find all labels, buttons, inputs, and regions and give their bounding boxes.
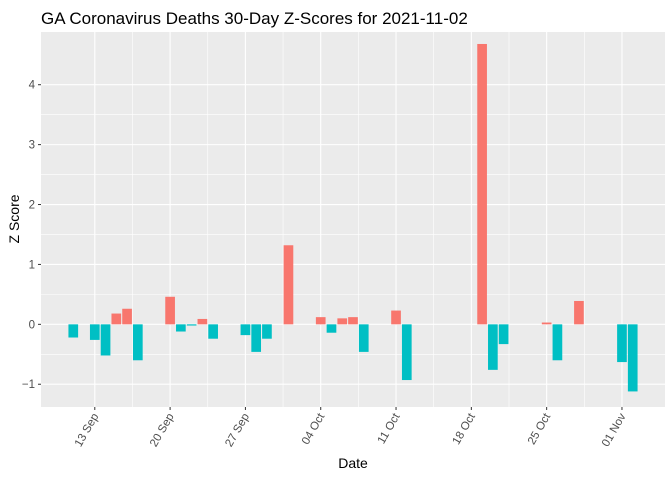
bar-2021-10-19 bbox=[477, 43, 487, 325]
bar-2021-09-29 bbox=[262, 324, 272, 339]
bar-2021-11-02 bbox=[627, 324, 638, 392]
bar-2021-09-15 bbox=[111, 313, 122, 325]
bar-2021-10-04 bbox=[315, 317, 326, 325]
x-tick-label: 27 Sep bbox=[223, 412, 252, 450]
bar-2021-09-13 bbox=[89, 324, 100, 340]
bar-2021-10-11 bbox=[391, 310, 401, 325]
bar-2021-10-12 bbox=[401, 324, 412, 381]
bars bbox=[68, 43, 638, 392]
bar-2021-10-06 bbox=[337, 318, 348, 325]
y-axis: −1 0 1 2 3 4 bbox=[22, 80, 41, 391]
x-axis-title: Date bbox=[338, 455, 368, 471]
y-tick-label: 1 bbox=[29, 259, 35, 271]
bar-2021-09-17 bbox=[132, 324, 143, 361]
bar-2021-10-21 bbox=[498, 324, 509, 345]
bar-2021-09-24 bbox=[208, 324, 218, 339]
x-tick-label: 01 Nov bbox=[600, 411, 629, 449]
bar-2021-09-22 bbox=[186, 324, 197, 326]
bar-2021-10-28 bbox=[574, 300, 584, 325]
y-tick-label: 0 bbox=[29, 319, 35, 331]
bar-2021-09-27 bbox=[240, 324, 251, 336]
bar-2021-09-28 bbox=[251, 324, 262, 352]
x-axis: 13 Sep 20 Sep 27 Sep 04 Oct 11 Oct 18 Oct 25 O… bbox=[73, 407, 629, 449]
y-tick-label: 4 bbox=[29, 80, 36, 92]
x-tick-label: 13 Sep bbox=[73, 412, 102, 450]
bar-2021-09-23 bbox=[197, 318, 208, 325]
bar-2021-10-05 bbox=[326, 324, 337, 333]
bar-2021-10-25 bbox=[541, 322, 552, 325]
bar-2021-09-11 bbox=[68, 324, 79, 338]
y-axis-title: Z Score bbox=[6, 194, 22, 243]
chart-title: GA Coronavirus Deaths 30-Day Z-Scores fo… bbox=[41, 9, 468, 28]
x-tick-label: 11 Oct bbox=[376, 411, 403, 446]
bar-2021-10-08 bbox=[358, 324, 369, 352]
y-tick-label: 3 bbox=[29, 140, 35, 152]
bar-2021-10-01 bbox=[283, 245, 294, 325]
x-tick-label: 04 Oct bbox=[300, 411, 328, 447]
bar-2021-10-20 bbox=[488, 324, 498, 370]
x-tick-label: 20 Sep bbox=[148, 412, 177, 450]
bar-2021-09-21 bbox=[176, 324, 186, 332]
bar-2021-09-14 bbox=[100, 324, 111, 356]
bar-2021-09-16 bbox=[122, 308, 132, 325]
bar-2021-10-26 bbox=[552, 324, 563, 361]
bar-2021-10-07 bbox=[348, 317, 358, 325]
x-tick-label: 25 Oct bbox=[526, 411, 554, 447]
x-tick-label: 18 Oct bbox=[451, 411, 479, 447]
bar-2021-11-01 bbox=[617, 324, 627, 363]
bar-2021-09-20 bbox=[165, 296, 175, 325]
y-tick-label: 2 bbox=[29, 200, 35, 212]
y-tick-label: −1 bbox=[22, 379, 35, 391]
